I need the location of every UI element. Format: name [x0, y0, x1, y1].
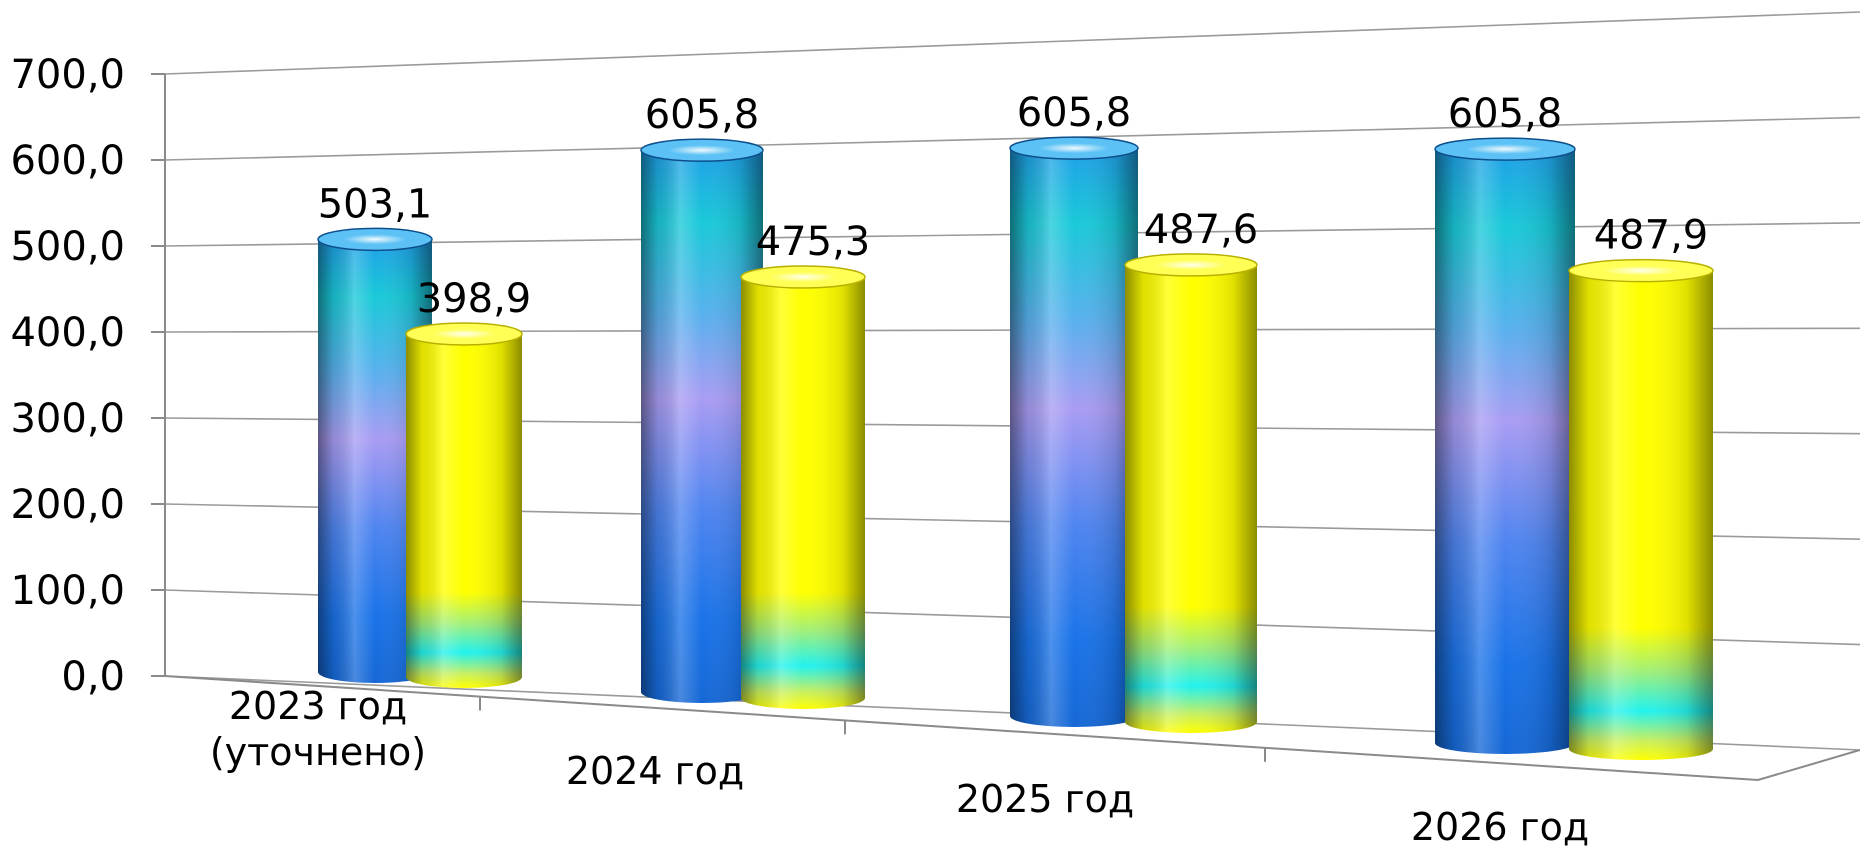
- data-label: 487,9: [1594, 213, 1709, 259]
- bar-blue-0: [317, 227, 433, 684]
- bar-cap-highlight: [1154, 259, 1228, 270]
- data-label: 605,8: [1448, 91, 1563, 137]
- bar-blue-2: [1009, 136, 1139, 728]
- bar-cap-highlight: [668, 145, 736, 156]
- bar-cap-highlight: [768, 272, 838, 282]
- gridline: [164, 11, 1860, 75]
- x-category-label: 2025 год: [956, 777, 1134, 821]
- x-category-label: 2026 год: [1411, 805, 1589, 848]
- data-label: 398,9: [417, 276, 532, 322]
- bar-shading: [406, 333, 522, 688]
- y-tick-label: 200,0: [10, 482, 125, 528]
- bar-cap-highlight: [343, 234, 407, 245]
- data-label: 503,1: [318, 181, 433, 227]
- bar-blue-1: [640, 138, 764, 703]
- bar-shading: [1435, 149, 1575, 755]
- x-category-label: 2023 год (уточнено): [210, 684, 426, 774]
- y-tick-label: 500,0: [10, 224, 125, 270]
- bar-yellow-2: [1124, 253, 1258, 733]
- y-tick-label: 300,0: [10, 396, 125, 442]
- x-category-label: 2024 год: [566, 749, 744, 793]
- bar-shading: [1569, 270, 1713, 760]
- y-tick-label: 600,0: [10, 138, 125, 184]
- bar-shading: [1010, 148, 1138, 728]
- floor-edge: [164, 675, 1860, 782]
- bar-cap-highlight: [1466, 144, 1544, 155]
- bar-cap-highlight: [432, 328, 496, 339]
- y-tick-label: 100,0: [10, 568, 125, 614]
- bar-cap-highlight: [1038, 143, 1110, 154]
- y-tick-label: 400,0: [10, 310, 125, 356]
- bar-yellow-0: [405, 322, 523, 688]
- bar-yellow-1: [740, 265, 866, 709]
- y-tick-label: 700,0: [10, 52, 125, 98]
- bar-shading: [641, 150, 763, 703]
- bar-shading: [1125, 264, 1257, 733]
- bar-shading: [741, 276, 865, 709]
- y-tick-label: 0,0: [61, 654, 125, 700]
- data-label: 475,3: [756, 219, 871, 265]
- data-label: 605,8: [1017, 90, 1132, 136]
- bar-yellow-3: [1568, 258, 1714, 760]
- bar-blue-3: [1434, 137, 1576, 755]
- bar-shading: [318, 239, 432, 684]
- gridline: [164, 116, 1860, 161]
- bar-cap-highlight: [1601, 265, 1681, 276]
- data-label: 487,6: [1144, 207, 1259, 253]
- data-label: 605,8: [645, 92, 760, 138]
